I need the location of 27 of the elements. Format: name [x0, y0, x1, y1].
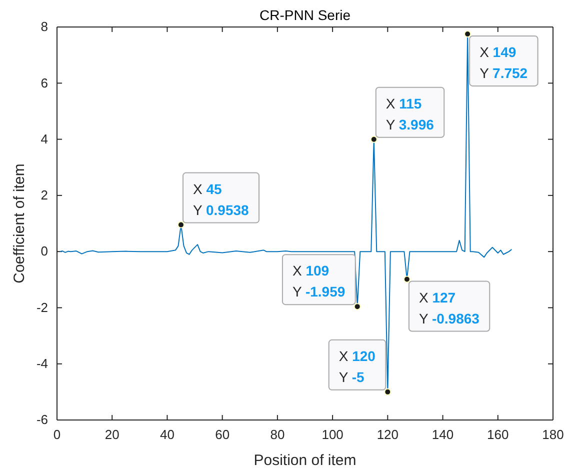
y-tick-label: 2 [40, 188, 48, 203]
y-tick-label: 0 [40, 244, 48, 259]
x-tick-label: 0 [53, 427, 61, 442]
x-tick-label: 140 [432, 427, 454, 442]
x-tick-label: 120 [376, 427, 399, 442]
annotation: X 45 Y 0.9538 [193, 180, 250, 218]
x-tick-label: 60 [215, 427, 230, 442]
annotation: X 109 Y -1.959 [292, 262, 346, 300]
x-tick-label: 80 [270, 427, 285, 442]
y-tick-label: -4 [36, 356, 48, 372]
y-tick-label: 8 [40, 19, 48, 34]
x-tick-label: 100 [322, 427, 344, 442]
annotation: X 127 Y -0.9863 [418, 289, 480, 326]
y-tick-label: -2 [36, 300, 48, 315]
y-axis-title: Coefficient of item [11, 164, 28, 284]
y-tick-label: 6 [40, 75, 48, 90]
annotation: X 115 Y 3.996 [386, 95, 434, 132]
annotation: X 149 Y 7.752 [480, 44, 528, 81]
y-tick-label: -6 [36, 412, 48, 428]
x-tick-label: 160 [487, 427, 509, 442]
x-tick-label: 20 [104, 427, 120, 442]
chart-title: CR-PNN Serie [259, 7, 351, 23]
x-axis-title: Position of item [254, 452, 356, 469]
x-tick-label: 180 [542, 427, 564, 442]
x-tick-label: 40 [160, 427, 174, 442]
y-tick-label: 4 [40, 131, 48, 146]
annotation: X 120 Y -5 [338, 348, 376, 385]
